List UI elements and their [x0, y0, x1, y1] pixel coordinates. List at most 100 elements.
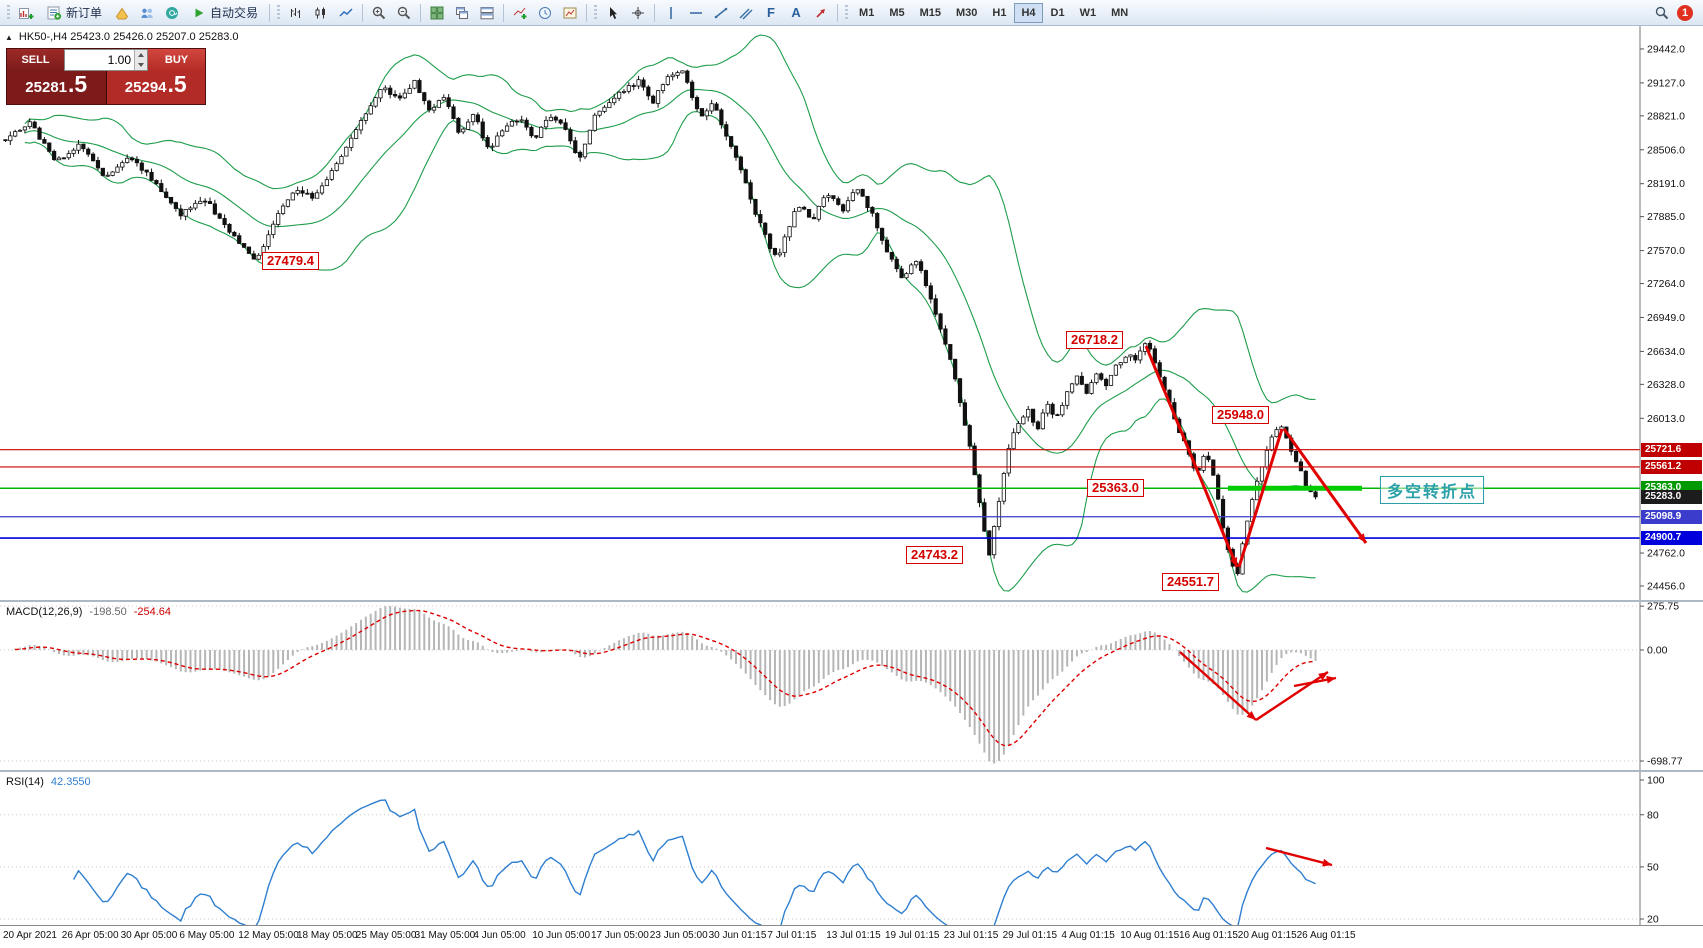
y-axis-tick: 29442.0	[1647, 43, 1685, 55]
time-axis-label: 23 Jun 05:00	[649, 930, 708, 941]
volume-input[interactable]	[65, 50, 134, 70]
timeframe-H1[interactable]: H1	[992, 6, 1007, 19]
toolbar-grip[interactable]	[277, 4, 281, 21]
chart-candles-button[interactable]	[309, 2, 333, 24]
toolbar-separator	[586, 3, 588, 22]
arrow-head	[1326, 675, 1336, 684]
periods-button[interactable]	[533, 2, 557, 24]
trendline-button[interactable]	[709, 2, 733, 24]
y-axis-tick: 28821.0	[1647, 110, 1685, 122]
price-chart-canvas[interactable]: 29442.0 29127.0 28821.0 28506.0 28191.0 27885…	[0, 26, 1703, 600]
cursor-button[interactable]	[601, 2, 625, 24]
vertical-line-icon	[670, 6, 672, 19]
profiles-button[interactable]	[135, 2, 159, 24]
time-axis-label: 31 May 05:00	[414, 930, 476, 941]
rsi-panel[interactable]: 100 80 50 20 RSI(14) 42.3550	[0, 770, 1703, 927]
toolbar-separator	[503, 3, 505, 22]
buy-button[interactable]: BUY	[148, 49, 205, 71]
mql5-button[interactable]	[110, 2, 134, 24]
cascade-windows-button[interactable]	[450, 2, 474, 24]
buy-price-main: 25294	[124, 79, 167, 96]
tile-windows-button[interactable]	[425, 2, 449, 24]
time-axis-label: 26 Apr 05:00	[61, 930, 119, 941]
autotrading-button[interactable]: 自动交易	[185, 2, 265, 24]
timeframe-M15[interactable]: M15	[919, 6, 941, 19]
toolbar-grip[interactable]	[594, 4, 598, 21]
trend-arrow	[1144, 345, 1239, 568]
timeframe-W1[interactable]: W1	[1079, 6, 1097, 19]
tile-horizontal-icon	[480, 6, 494, 19]
time-axis-label: 30 Apr 05:00	[120, 930, 178, 941]
templates-button[interactable]	[558, 2, 582, 24]
arrows-tool-button[interactable]	[809, 2, 833, 24]
time-axis-label: 25 May 05:00	[355, 930, 417, 941]
crosshair-button[interactable]	[626, 2, 650, 24]
volume-decrease-button[interactable]	[135, 60, 147, 70]
one-click-collapse-icon[interactable]: ▲	[5, 32, 13, 42]
macd-canvas[interactable]: 275.75 0.00 -698.77	[0, 602, 1703, 772]
vertical-line-button[interactable]	[659, 2, 683, 24]
volume-spinner	[134, 50, 147, 70]
buy-price-display[interactable]: 25294 .5	[106, 71, 205, 104]
channel-button[interactable]	[734, 2, 758, 24]
timeframe-M1[interactable]: M1	[859, 6, 875, 19]
trend-arrow	[1237, 428, 1284, 568]
new-chart-button[interactable]	[14, 2, 38, 24]
sell-button[interactable]: SELL	[7, 49, 64, 71]
macd-panel[interactable]: 275.75 0.00 -698.77 MACD(12,26,9) -198.50 …	[0, 600, 1703, 772]
text-tool-icon: A	[791, 5, 801, 20]
horizontal-line-button[interactable]	[684, 2, 708, 24]
bollinger-middle	[24, 88, 1316, 490]
rsi-value: 42.3550	[50, 776, 91, 788]
arrows-tool-icon	[816, 8, 826, 18]
clock-icon	[539, 6, 552, 19]
timeframe-M5[interactable]: M5	[889, 6, 905, 19]
new-chart-icon	[19, 7, 34, 19]
macd-name: MACD(12,26,9)	[6, 606, 83, 618]
fibonacci-button[interactable]: F	[759, 2, 783, 24]
trend-arrow	[1282, 428, 1368, 544]
symbol-ohlc-label: ▲ HK50-,H4 25423.0 25426.0 25207.0 25283…	[5, 31, 239, 43]
y-axis-tick: 26634.0	[1647, 346, 1685, 358]
toolbar-grip[interactable]	[845, 4, 849, 21]
sell-price-display[interactable]: 25281 .5	[7, 71, 106, 104]
cursor-icon	[610, 6, 618, 19]
trend-arrow	[1179, 651, 1257, 721]
new-order-button[interactable]: 新订单	[39, 2, 109, 24]
volume-increase-button[interactable]	[135, 50, 147, 60]
y-axis-tick: 24762.0	[1647, 548, 1685, 560]
main-chart-panel[interactable]: 29442.0 29127.0 28821.0 28506.0 28191.0 27885…	[0, 26, 1703, 600]
rsi-axis-tick: 100	[1647, 775, 1665, 787]
rsi-canvas[interactable]: 100 80 50 20	[0, 772, 1703, 927]
community-icon	[166, 6, 179, 19]
timeframe-MN[interactable]: MN	[1111, 6, 1129, 19]
search-button[interactable]	[1650, 2, 1674, 24]
arrow-head	[1229, 557, 1238, 567]
indicators-icon	[513, 7, 527, 19]
timeframe-M30[interactable]: M30	[956, 6, 978, 19]
time-axis-label: 16 Aug 01:15	[1179, 930, 1238, 941]
timeframe-H4[interactable]: H4	[1014, 2, 1043, 23]
time-axis-label: 17 Jun 05:00	[591, 930, 649, 941]
chart-bars-button[interactable]	[284, 2, 308, 24]
zoom-out-button[interactable]	[392, 2, 416, 24]
time-axis-label: 19 Jul 01:15	[885, 930, 940, 941]
zoom-in-button[interactable]	[367, 2, 391, 24]
macd-signal-line	[15, 609, 1316, 747]
tile-horizontal-button[interactable]	[475, 2, 499, 24]
indicators-button[interactable]	[508, 2, 532, 24]
rsi-name: RSI(14)	[6, 776, 44, 788]
toolbar-grip[interactable]	[7, 4, 10, 21]
notification-badge[interactable]: 1	[1677, 4, 1693, 21]
y-axis-tick: 26013.0	[1647, 413, 1685, 425]
chart-line-button[interactable]	[334, 2, 358, 24]
time-axis-label: 30 Jun 01:15	[708, 930, 767, 941]
time-axis[interactable]: 20 Apr 2021 26 Apr 05:00 30 Apr 05:00 6 May…	[0, 925, 1703, 948]
toolbar-separator	[420, 3, 422, 22]
timeframe-D1[interactable]: D1	[1050, 6, 1065, 19]
text-tool-button[interactable]: A	[784, 2, 808, 24]
profiles-icon	[141, 8, 153, 18]
community-button[interactable]	[160, 2, 184, 24]
chart-bars-icon	[291, 7, 301, 18]
